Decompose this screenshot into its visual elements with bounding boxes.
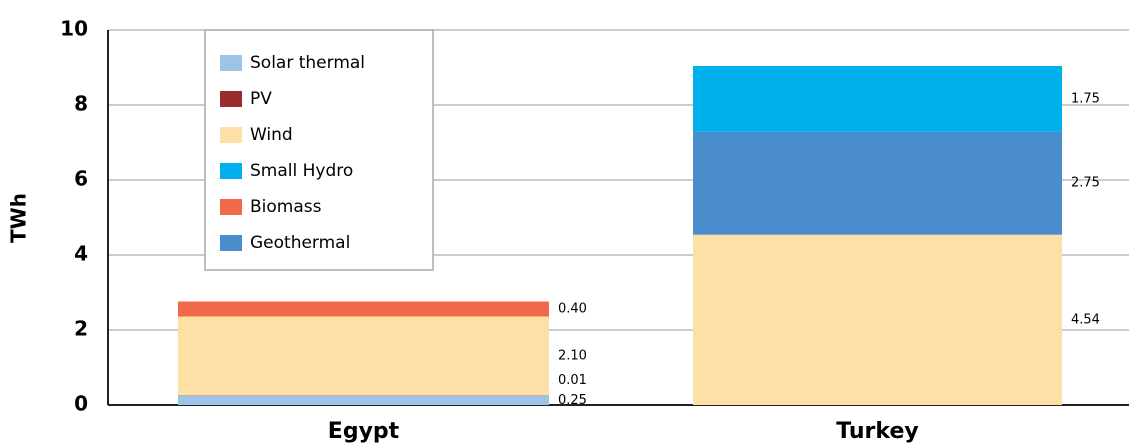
- bar-segment: [178, 316, 549, 396]
- legend-swatch: [220, 235, 242, 251]
- y-tick-label: 10: [60, 17, 88, 41]
- value-label: 0.40: [558, 302, 587, 317]
- legend-swatch: [220, 55, 242, 71]
- legend-label: Solar thermal: [250, 53, 365, 73]
- legend-label: PV: [250, 89, 272, 109]
- legend-swatch: [220, 91, 242, 107]
- legend-label: Small Hydro: [250, 161, 353, 181]
- legend-label: Geothermal: [250, 233, 350, 253]
- legend-label: Wind: [250, 125, 293, 145]
- value-label: 1.75: [1071, 91, 1100, 106]
- legend-swatch: [220, 127, 242, 143]
- bar-segment: [178, 395, 549, 405]
- y-tick-label: 8: [74, 92, 88, 116]
- bar-segment: [178, 301, 549, 317]
- y-tick-label: 4: [74, 242, 88, 266]
- y-tick-label: 2: [74, 317, 88, 341]
- legend-box: [204, 29, 434, 271]
- value-label: 0.25: [558, 393, 587, 408]
- bar-segment: [693, 234, 1062, 405]
- value-label: 2.75: [1071, 176, 1100, 191]
- legend-label: Biomass: [250, 197, 322, 217]
- legend-swatch: [220, 199, 242, 215]
- x-tick-label: Turkey: [836, 419, 918, 444]
- bar-segment: [693, 66, 1062, 132]
- y-axis-label: TWh: [7, 193, 31, 243]
- y-tick-label: 6: [74, 167, 88, 191]
- x-tick-label: Egypt: [328, 419, 400, 444]
- bar-segment: [693, 131, 1062, 235]
- value-label: 2.10: [558, 348, 587, 363]
- y-tick-label: 0: [74, 392, 88, 416]
- value-label: 0.01: [558, 373, 587, 388]
- value-label: 4.54: [1071, 312, 1100, 327]
- legend-swatch: [220, 163, 242, 179]
